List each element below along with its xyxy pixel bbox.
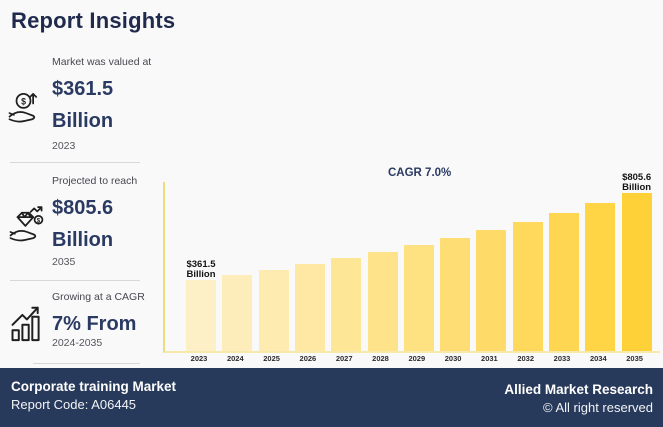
bar-2028 (367, 252, 398, 351)
stat-value: $805.6 (52, 197, 114, 219)
bar-2034 (585, 203, 616, 351)
bar-2032 (512, 222, 543, 351)
x-tick-2026: 2026 (299, 354, 317, 363)
x-tick-2024: 2024 (226, 354, 244, 363)
bar-2035 (621, 193, 652, 351)
stat-label: Market was valued at (52, 56, 152, 68)
x-tick-2033: 2033 (553, 354, 571, 363)
x-tick-2027: 2027 (335, 354, 353, 363)
last-bar-value-label: $805.6 Billion (622, 172, 652, 193)
stat-label: Growing at a CAGR (52, 291, 145, 303)
bar-2029 (403, 245, 434, 351)
growth-chart-icon (8, 303, 44, 343)
divider (10, 280, 140, 281)
stat-unit: Billion (52, 110, 114, 132)
x-tick-2032: 2032 (517, 354, 535, 363)
bar-2023 (186, 280, 216, 351)
footer-bar: Corporate training Market Report Code: A… (0, 368, 663, 427)
market-bar-chart: CAGR 7.0% $361.5 Billion $805.6 Billion … (163, 160, 660, 363)
stat-market-valued: $ Market was valued at $361.5 Billion 20… (0, 56, 160, 156)
footer-right: Allied Market Research © All right reser… (504, 377, 653, 427)
divider (10, 162, 140, 163)
stat-unit: Billion (52, 229, 114, 251)
stat-label: Projected to reach (52, 175, 138, 187)
cagr-annotation: CAGR 7.0% (388, 167, 452, 179)
bar-2031 (476, 230, 507, 351)
diamond-hand-icon: $ (7, 203, 49, 247)
bar-2027 (331, 258, 362, 351)
svg-text:$: $ (21, 96, 26, 106)
bar-plot: $361.5 Billion $805.6 Billion (163, 173, 660, 353)
svg-text:$: $ (37, 217, 41, 224)
bar-2026 (294, 264, 325, 351)
stat-value: 7% From (52, 313, 137, 335)
x-tick-2023: 2023 (190, 354, 208, 363)
copyright: © All right reserved (542, 400, 653, 415)
market-name: Corporate training Market (11, 379, 177, 394)
x-tick-2030: 2030 (444, 354, 462, 363)
stat-value: $361.5 (52, 78, 114, 100)
bar-2025 (258, 270, 289, 351)
x-tick-2034: 2034 (589, 354, 607, 363)
x-tick-2028: 2028 (372, 354, 389, 363)
bar-2030 (440, 238, 471, 351)
stat-period: 2024-2035 (52, 337, 103, 349)
x-tick-2029: 2029 (408, 354, 426, 363)
x-tick-2031: 2031 (481, 354, 498, 363)
stat-period: 2023 (52, 140, 76, 152)
bar-2033 (549, 213, 579, 351)
divider (33, 363, 140, 364)
money-hand-icon: $ (6, 86, 48, 128)
x-tick-2035: 2035 (626, 354, 643, 363)
stats-sidebar: $ Market was valued at $361.5 Billion 20… (0, 0, 160, 370)
page-title: Report Insights (11, 8, 176, 33)
bar-2024 (222, 275, 253, 351)
stat-projected: $ Projected to reach $805.6 Billion 2035 (0, 175, 160, 275)
first-bar-value-label: $361.5 Billion (186, 259, 216, 280)
stat-period: 2035 (52, 256, 76, 268)
report-code: Report Code: A06445 (11, 397, 137, 412)
footer-left: Corporate training Market Report Code: A… (11, 377, 176, 427)
stat-cagr: Growing at a CAGR 7% From 2024-2035 (0, 291, 160, 355)
brand-name: Allied Market Research (504, 382, 653, 397)
x-tick-2025: 2025 (263, 354, 280, 363)
